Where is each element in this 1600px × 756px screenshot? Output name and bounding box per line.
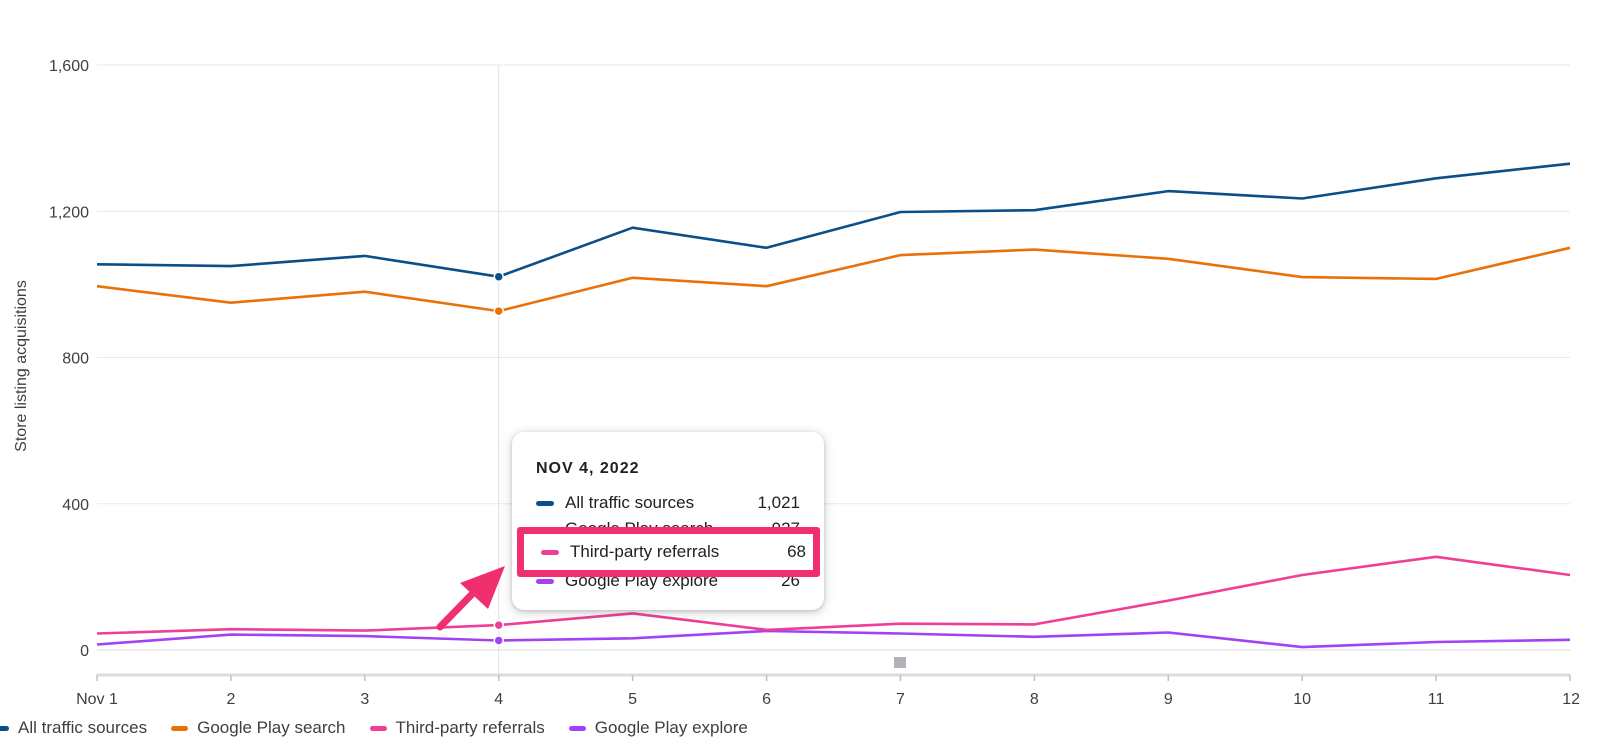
legend-label: All traffic sources [18,718,148,737]
series-line [96,246,1571,313]
series-line [96,162,1571,279]
hover-point [493,619,504,631]
y-tick-label: 800 [62,351,89,368]
x-tick-label: 9 [1164,691,1173,708]
legend-item-all-traffic[interactable]: All traffic sources [0,718,147,738]
y-axis-title: Store listing acquisitions [13,280,30,452]
x-tick-label: 11 [1428,691,1445,708]
y-axis-ticks: 0 400 800 1,200 1,600 [49,58,89,660]
y-tick-label: 400 [62,497,89,514]
tooltip-row-third-party: Third-party referrals 68 [541,541,806,563]
tooltip-row-label: Third-party referrals [570,542,720,561]
legend-label: Google Play explore [594,718,748,737]
legend-label: Google Play search [197,718,346,737]
series-swatch [0,725,9,731]
x-tick-label: 8 [1030,691,1039,708]
series-swatch [369,725,387,731]
x-tick-label: 2 [226,691,235,708]
y-tick-label: 1,600 [49,58,89,75]
tooltip-date: NOV 4, 2022 [536,460,640,477]
hover-point [493,271,504,282]
hover-points [493,271,504,646]
hover-point [493,635,504,646]
x-tick-label: 4 [494,691,503,708]
x-tick-label: 5 [628,691,637,708]
legend: All traffic sources Google Play search T… [0,716,772,740]
series-swatch [568,725,586,731]
hover-point [493,305,504,317]
series-line [96,629,1571,649]
x-tick-label: 10 [1293,691,1311,708]
series-swatch [541,549,559,555]
legend-label: Third-party referrals [395,718,545,737]
tooltip-row-all-traffic: All traffic sources 1,021 [536,492,800,514]
series-swatch [536,578,554,584]
legend-item-play-search[interactable]: Google Play search [171,718,346,738]
hover-tooltip: NOV 4, 2022 All traffic sources 1,021 Go… [512,432,824,610]
y-tick-label: 0 [80,643,89,660]
x-tick-label: 6 [762,691,771,708]
scroll-indicator[interactable] [894,657,906,668]
tooltip-row-label: All traffic sources [565,493,695,512]
tooltip-row-value: 1,021 [757,493,800,512]
series-lines[interactable] [96,162,1571,649]
x-tick-label: 7 [896,691,905,708]
x-axis: Nov 1 2 3 4 5 6 7 8 9 10 11 12 [76,673,1580,708]
y-tick-label: 1,200 [49,204,89,221]
series-swatch [171,725,189,731]
legend-item-play-explore[interactable]: Google Play explore [568,718,748,738]
annotation-arrow [436,566,505,631]
gridlines [97,64,1570,651]
series-swatch [536,500,554,506]
x-tick-label: 12 [1562,691,1580,708]
tooltip-row-value: 68 [787,542,806,561]
highlight-box: Third-party referrals 68 [517,527,820,577]
series-line [96,555,1571,635]
x-tick-label: Nov 1 [76,691,118,708]
legend-item-third-party[interactable]: Third-party referrals [369,718,545,738]
x-tick-label: 3 [360,691,369,708]
